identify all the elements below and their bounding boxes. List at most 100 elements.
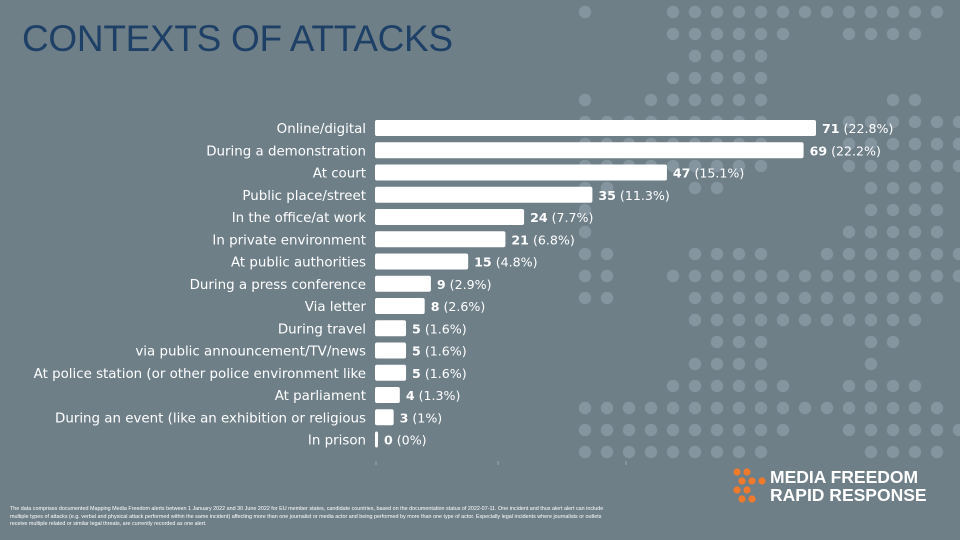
background-dot	[688, 49, 702, 63]
background-dot	[820, 269, 834, 283]
category-label: During travel	[278, 322, 366, 337]
background-dot	[600, 423, 614, 437]
background-dot	[776, 423, 790, 437]
value-label: 47	[673, 166, 691, 181]
background-dot	[886, 115, 900, 129]
category-label: Via letter	[305, 300, 367, 315]
background-dot	[886, 313, 900, 327]
background-dot	[864, 423, 878, 437]
background-dot	[864, 27, 878, 41]
background-dot	[864, 313, 878, 327]
background-dot	[886, 159, 900, 173]
background-dot	[864, 379, 878, 393]
background-dot	[600, 247, 614, 261]
background-dot	[842, 159, 856, 173]
background-dot	[578, 203, 592, 217]
bar	[375, 231, 506, 248]
background-dot	[864, 115, 878, 129]
background-dot	[776, 401, 790, 415]
background-dot	[952, 269, 960, 283]
category-label: At public authorities	[231, 256, 366, 271]
data-label: 24 (7.7%)	[530, 210, 593, 225]
logo: MEDIA FREEDOM RAPID RESPONSE	[732, 467, 947, 507]
background-dot	[864, 203, 878, 217]
background-dot	[732, 27, 746, 41]
background-dot	[930, 5, 944, 19]
background-dot	[930, 291, 944, 305]
value-label: 5	[412, 366, 421, 381]
background-dot	[952, 137, 960, 151]
background-dot	[710, 5, 724, 19]
background-dot	[908, 137, 922, 151]
percent-label: (4.8%)	[492, 255, 538, 270]
bar	[375, 320, 407, 337]
logo-line-2: RAPID RESPONSE	[770, 485, 927, 505]
category-label: At parliament	[275, 389, 366, 404]
percent-label: (22.2%)	[827, 143, 881, 158]
background-dot	[886, 225, 900, 239]
background-dot	[622, 401, 636, 415]
background-dot	[644, 93, 658, 107]
percent-label: (2.6%)	[439, 299, 485, 314]
value-label: 69	[810, 143, 828, 158]
value-label: 15	[474, 255, 492, 270]
background-dot	[820, 5, 834, 19]
bar	[375, 275, 431, 292]
background-dot	[754, 247, 768, 261]
background-dot	[710, 313, 724, 327]
background-dot	[952, 159, 960, 173]
background-dot	[688, 445, 702, 459]
background-dot	[754, 401, 768, 415]
background-dot	[842, 423, 856, 437]
background-dot	[842, 379, 856, 393]
background-dot	[864, 181, 878, 195]
background-dot	[908, 247, 922, 261]
background-dot	[600, 401, 614, 415]
background-dot	[930, 137, 944, 151]
background-dot	[578, 5, 592, 19]
background-dot	[666, 269, 680, 283]
value-label: 5	[412, 321, 421, 336]
background-dot	[930, 159, 944, 173]
background-dot	[644, 445, 658, 459]
background-dot	[908, 93, 922, 107]
background-dot	[666, 27, 680, 41]
background-dot	[864, 5, 878, 19]
background-dot	[908, 203, 922, 217]
category-label: At police station (or other police envir…	[34, 367, 366, 382]
background-dot	[688, 379, 702, 393]
background-dot	[688, 5, 702, 19]
background-dot	[666, 71, 680, 85]
background-dot	[732, 379, 746, 393]
background-dot	[710, 181, 724, 195]
background-dot	[798, 5, 812, 19]
background-dot	[710, 49, 724, 63]
background-dot	[776, 269, 790, 283]
background-dot	[776, 27, 790, 41]
bar	[375, 298, 425, 314]
bar	[375, 209, 525, 225]
background-dot	[688, 27, 702, 41]
background-dot	[842, 247, 856, 261]
background-dot	[732, 357, 746, 371]
background-dot	[666, 93, 680, 107]
background-dot	[776, 379, 790, 393]
background-dot	[864, 291, 878, 305]
background-dot	[798, 313, 812, 327]
bar	[375, 431, 378, 448]
background-dot	[666, 423, 680, 437]
background-dot	[754, 93, 768, 107]
background-dot	[930, 247, 944, 261]
background-dot	[908, 269, 922, 283]
background-dot	[710, 291, 724, 305]
percent-label: (15.1%)	[690, 166, 744, 181]
percent-label: (11.3%)	[616, 188, 670, 203]
background-dot	[842, 5, 856, 19]
background-dot	[688, 181, 702, 195]
logo-dots-icon	[733, 468, 766, 503]
bar	[375, 409, 394, 426]
background-dot	[754, 313, 768, 327]
background-dot	[908, 423, 922, 437]
background-dot	[754, 335, 768, 349]
